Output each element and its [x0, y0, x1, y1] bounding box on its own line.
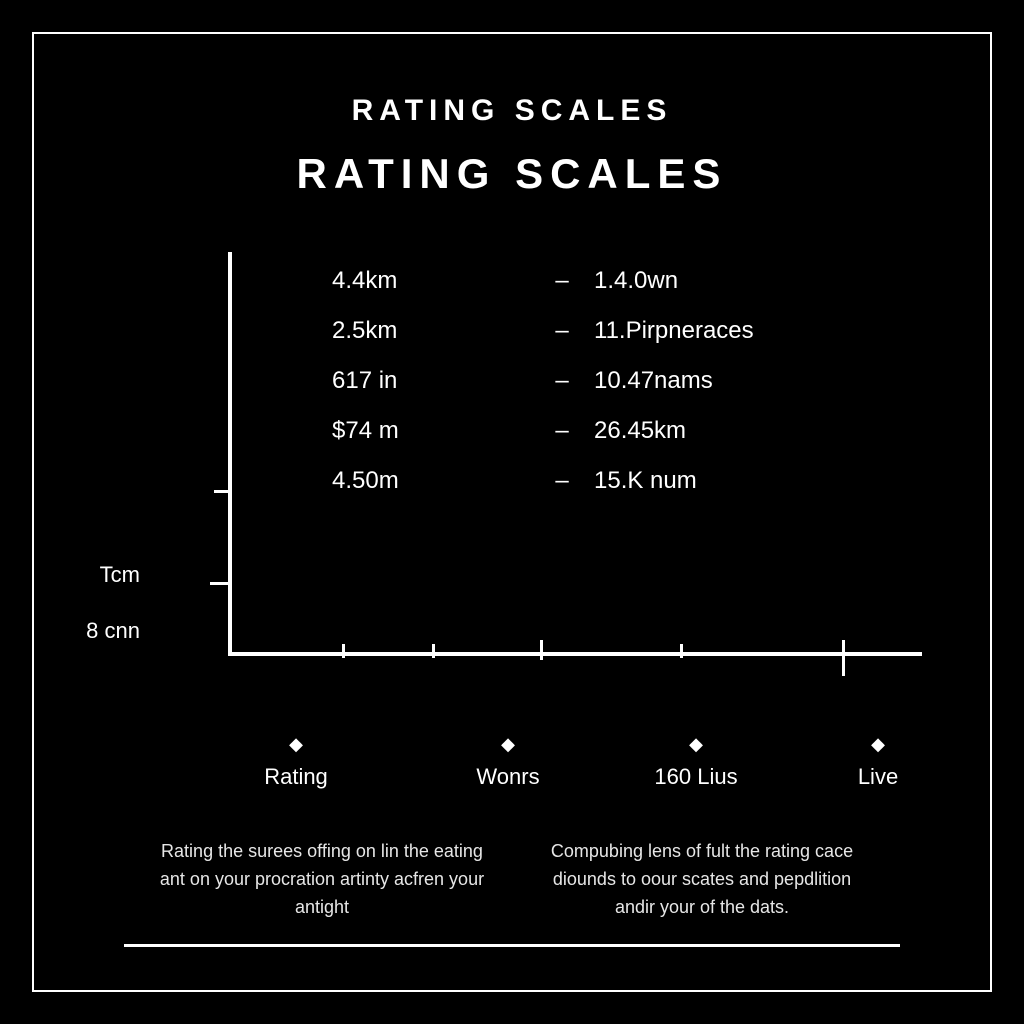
y-axis: [228, 252, 232, 656]
cell-left: 4.50m: [332, 467, 542, 495]
content-area: RATING SCALES RATING SCALES Tcm 8 cnn ◆ …: [32, 32, 992, 992]
footer-divider: [124, 944, 900, 947]
caption-right: Compubing lens of fult the rating cace d…: [532, 838, 872, 922]
x-axis: [228, 652, 922, 656]
cell-left: 4.4km: [332, 267, 542, 295]
caption-row: Rating the surees offing on lin the eati…: [152, 838, 872, 922]
title-small: RATING SCALES: [32, 94, 992, 128]
cell-left: 2.5km: [332, 317, 542, 345]
x-label: 160 Lius: [654, 764, 737, 790]
scale-table: 4.4km – 1.4.0wn 2.5km – 11.Pirpneraces 6…: [332, 256, 852, 506]
x-tick: [680, 644, 683, 658]
y-label: Tcm: [20, 562, 140, 588]
y-tick: [214, 490, 230, 493]
diamond-icon: ◆: [501, 734, 515, 755]
cell-right: 15.K num: [582, 467, 852, 495]
x-tick: [842, 640, 845, 676]
x-label: Wonrs: [476, 764, 539, 790]
cell-dash: –: [542, 467, 582, 495]
cell-right: 10.47nams: [582, 367, 852, 395]
x-tick: [342, 644, 345, 658]
caption-left: Rating the surees offing on lin the eati…: [152, 838, 492, 922]
cell-dash: –: [542, 367, 582, 395]
cell-dash: –: [542, 317, 582, 345]
cell-dash: –: [542, 417, 582, 445]
x-tick: [432, 644, 435, 658]
y-label: 8 cnn: [20, 618, 140, 644]
diamond-icon: ◆: [689, 734, 703, 755]
table-row: 617 in – 10.47nams: [332, 356, 852, 406]
y-tick: [210, 582, 232, 585]
table-row: $74 m – 26.45km: [332, 406, 852, 456]
x-label: Rating: [264, 764, 328, 790]
cell-left: $74 m: [332, 417, 542, 445]
diamond-icon: ◆: [289, 734, 303, 755]
table-row: 4.50m – 15.K num: [332, 456, 852, 506]
table-row: 2.5km – 11.Pirpneraces: [332, 306, 852, 356]
x-label: Live: [858, 764, 898, 790]
cell-right: 26.45km: [582, 417, 852, 445]
cell-dash: –: [542, 267, 582, 295]
diamond-icon: ◆: [871, 734, 885, 755]
cell-right: 1.4.0wn: [582, 267, 852, 295]
title-large: RATING SCALES: [32, 150, 992, 198]
cell-right: 11.Pirpneraces: [582, 317, 852, 345]
x-tick: [540, 640, 543, 660]
table-row: 4.4km – 1.4.0wn: [332, 256, 852, 306]
cell-left: 617 in: [332, 367, 542, 395]
